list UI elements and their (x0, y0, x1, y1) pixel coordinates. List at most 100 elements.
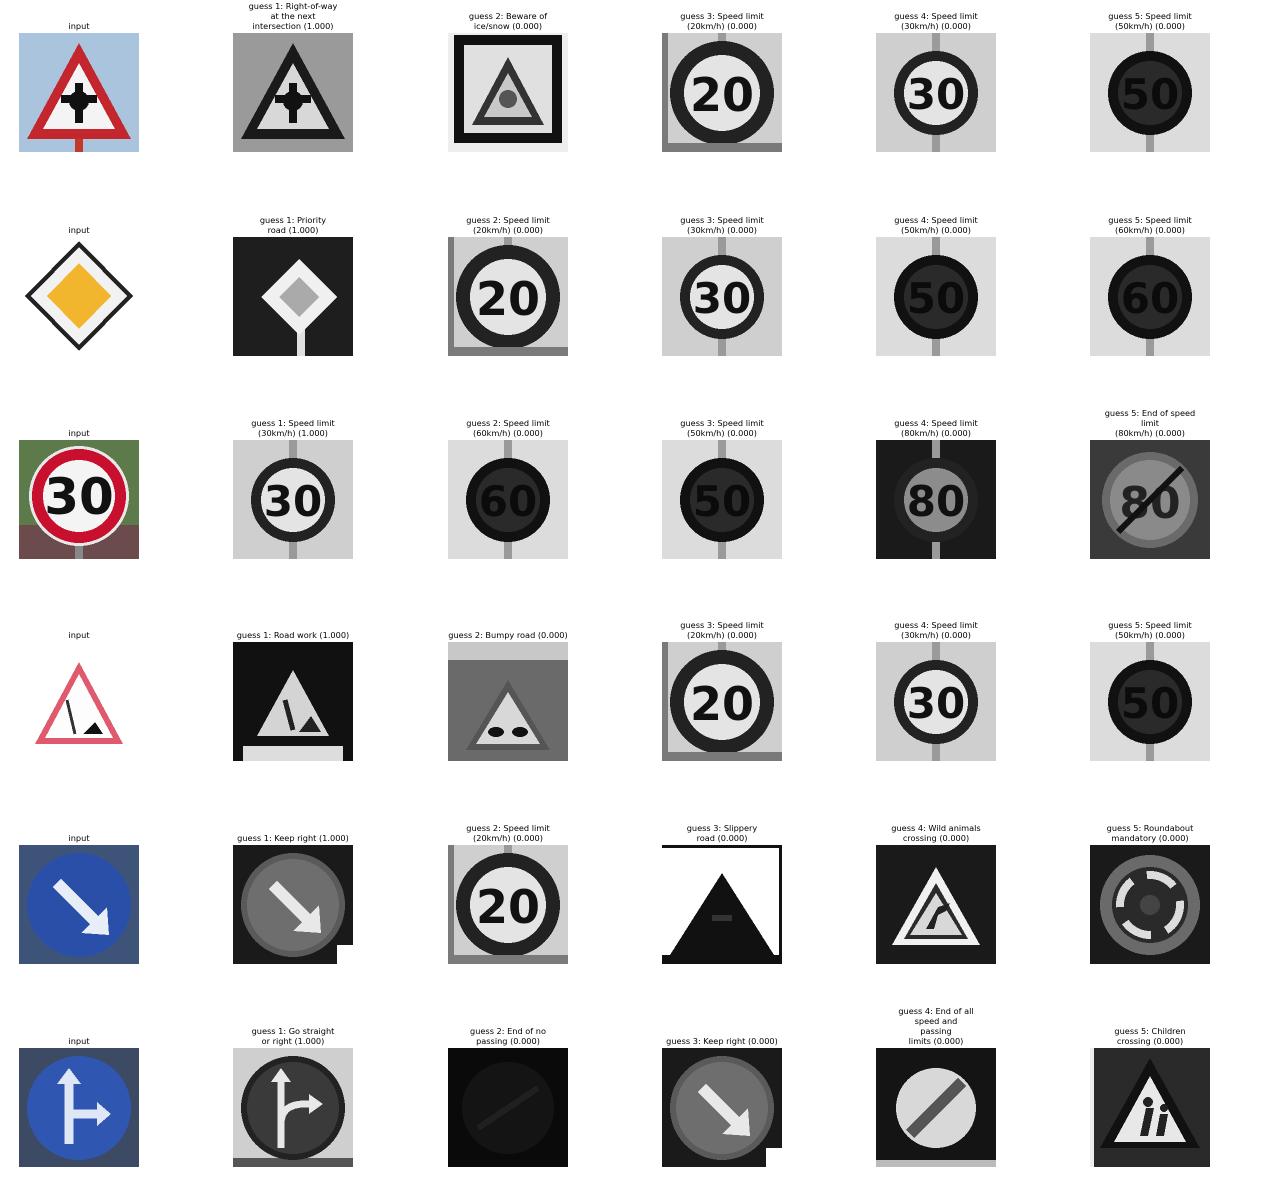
straight-or-right-color-image (19, 1048, 139, 1167)
speed-50-gray-image: 50 (1090, 642, 1210, 761)
guess-1-label: guess 1: Go straight or right (1.000) (251, 1026, 335, 1046)
input-label: input (68, 428, 90, 438)
road-work-gray-image (233, 642, 353, 761)
input-label: input (68, 1036, 90, 1046)
guess-1-panel: guess 1: Keep right (1.000) (233, 833, 353, 964)
guess-4-label: guess 4: Wild animals crossing (0.000) (891, 823, 981, 843)
guess-3-label: guess 3: Speed limit (50km/h) (0.000) (680, 418, 764, 438)
svg-text:30: 30 (264, 477, 322, 526)
children-crossing-gray-image (1090, 1048, 1210, 1167)
guess-3-panel: guess 3: Slippery road (0.000) (662, 823, 782, 964)
straight-or-right-gray-image (233, 1048, 353, 1167)
guess-5-label: guess 5: End of speed limit (80km/h) (0.… (1104, 408, 1196, 438)
keep-right-gray-image (662, 1048, 782, 1167)
guess-2-panel: guess 2: End of no passing (0.000) (448, 1026, 568, 1167)
guess-4-panel: guess 4: Speed limit (30km/h) (0.000) 30 (876, 620, 996, 761)
end-all-limits-gray-image (876, 1048, 996, 1167)
guess-1-label: guess 1: Keep right (1.000) (237, 833, 349, 843)
input-panel: input (19, 833, 139, 964)
priority-road-color-image (19, 237, 139, 356)
svg-text:50: 50 (1121, 679, 1179, 728)
guess-3-label: guess 3: Keep right (0.000) (666, 1036, 778, 1046)
svg-text:20: 20 (690, 677, 754, 731)
speed-50-gray-image: 50 (662, 440, 782, 559)
speed-50-gray-image: 50 (1090, 33, 1210, 152)
guess-5-panel: guess 5: End of speed limit (80km/h) (0.… (1090, 408, 1210, 559)
right-of-way-gray-image (233, 33, 353, 152)
svg-text:30: 30 (907, 679, 965, 728)
input-panel: input 30 (19, 428, 139, 559)
svg-text:50: 50 (907, 274, 965, 323)
speed-20-gray-image: 20 (448, 237, 568, 356)
guess-2-panel: guess 2: Bumpy road (0.000) (448, 630, 568, 761)
keep-right-gray-image (233, 845, 353, 964)
svg-text:80: 80 (907, 477, 965, 526)
guess-1-panel: guess 1: Right-of-way at the next inters… (233, 1, 353, 152)
guess-2-label: guess 2: Beware of ice/snow (0.000) (468, 11, 548, 31)
input-panel: input (19, 1036, 139, 1167)
road-work-color-image (19, 642, 139, 761)
guess-2-label: guess 2: Bumpy road (0.000) (448, 630, 568, 640)
right-of-way-color-image (19, 33, 139, 152)
guess-1-label: guess 1: Right-of-way at the next inters… (248, 1, 338, 31)
speed-30-gray-image: 30 (233, 440, 353, 559)
svg-text:30: 30 (44, 468, 114, 526)
svg-text:60: 60 (479, 477, 537, 526)
guess-4-panel: guess 4: Speed limit (30km/h) (0.000) 30 (876, 11, 996, 152)
input-label: input (68, 21, 90, 31)
speed-30-gray-image: 30 (876, 33, 996, 152)
guess-2-panel: guess 2: Beware of ice/snow (0.000) (448, 11, 568, 152)
wild-animals-gray-image (876, 845, 996, 964)
guess-2-panel: guess 2: Speed limit (60km/h) (0.000) 60 (448, 418, 568, 559)
guess-5-panel: guess 5: Roundabout mandatory (0.000) (1090, 823, 1210, 964)
guess-1-panel: guess 1: Priority road (1.000) (233, 215, 353, 356)
speed-20-gray-image: 20 (662, 33, 782, 152)
svg-text:30: 30 (693, 274, 751, 323)
guess-4-panel: guess 4: Speed limit (80km/h) (0.000) 80 (876, 418, 996, 559)
guess-5-label: guess 5: Children crossing (0.000) (1114, 1026, 1186, 1046)
guess-3-label: guess 3: Slippery road (0.000) (686, 823, 758, 843)
guess-3-panel: guess 3: Speed limit (30km/h) (0.000) 30 (662, 215, 782, 356)
priority-road-gray-image (233, 237, 353, 356)
guess-5-panel: guess 5: Children crossing (0.000) (1090, 1026, 1210, 1167)
bumpy-road-gray-image (448, 642, 568, 761)
guess-1-label: guess 1: Road work (1.000) (236, 630, 350, 640)
input-panel: input (19, 21, 139, 152)
input-panel: input (19, 630, 139, 761)
roundabout-gray-image (1090, 845, 1210, 964)
end-speed-80-gray-image: 80 (1090, 440, 1210, 559)
speed-50-gray-image: 50 (876, 237, 996, 356)
end-no-passing-gray-image (448, 1048, 568, 1167)
svg-text:50: 50 (1121, 70, 1179, 119)
guess-1-panel: guess 1: Speed limit (30km/h) (1.000) 30 (233, 418, 353, 559)
speed-30-color-image: 30 (19, 440, 139, 559)
speed-60-gray-image: 60 (448, 440, 568, 559)
input-label: input (68, 833, 90, 843)
svg-text:30: 30 (907, 70, 965, 119)
guess-3-panel: guess 3: Speed limit (50km/h) (0.000) 50 (662, 418, 782, 559)
guess-3-panel: guess 3: Keep right (0.000) (662, 1036, 782, 1167)
guess-5-panel: guess 5: Speed limit (60km/h) (0.000) 60 (1090, 215, 1210, 356)
guess-5-label: guess 5: Speed limit (60km/h) (0.000) (1108, 215, 1192, 235)
svg-text:60: 60 (1121, 274, 1179, 323)
speed-80-gray-image: 80 (876, 440, 996, 559)
guess-5-label: guess 5: Speed limit (50km/h) (0.000) (1108, 11, 1192, 31)
guess-2-label: guess 2: End of no passing (0.000) (470, 1026, 546, 1046)
guess-2-label: guess 2: Speed limit (60km/h) (0.000) (466, 418, 550, 438)
svg-text:20: 20 (476, 880, 540, 934)
svg-text:20: 20 (476, 272, 540, 326)
guess-5-panel: guess 5: Speed limit (50km/h) (0.000) 50 (1090, 620, 1210, 761)
guess-1-label: guess 1: Speed limit (30km/h) (1.000) (251, 418, 335, 438)
guess-4-label: guess 4: Speed limit (30km/h) (0.000) (894, 620, 978, 640)
guess-4-label: guess 4: Speed limit (30km/h) (0.000) (894, 11, 978, 31)
keep-right-color-image (19, 845, 139, 964)
guess-5-label: guess 5: Roundabout mandatory (0.000) (1106, 823, 1194, 843)
guess-4-label: guess 4: Speed limit (50km/h) (0.000) (894, 215, 978, 235)
speed-60-gray-image: 60 (1090, 237, 1210, 356)
input-label: input (68, 225, 90, 235)
guess-1-label: guess 1: Priority road (1.000) (259, 215, 327, 235)
guess-4-label: guess 4: Speed limit (80km/h) (0.000) (894, 418, 978, 438)
input-label: input (68, 630, 90, 640)
speed-30-gray-image: 30 (662, 237, 782, 356)
guess-1-panel: guess 1: Go straight or right (1.000) (233, 1026, 353, 1167)
